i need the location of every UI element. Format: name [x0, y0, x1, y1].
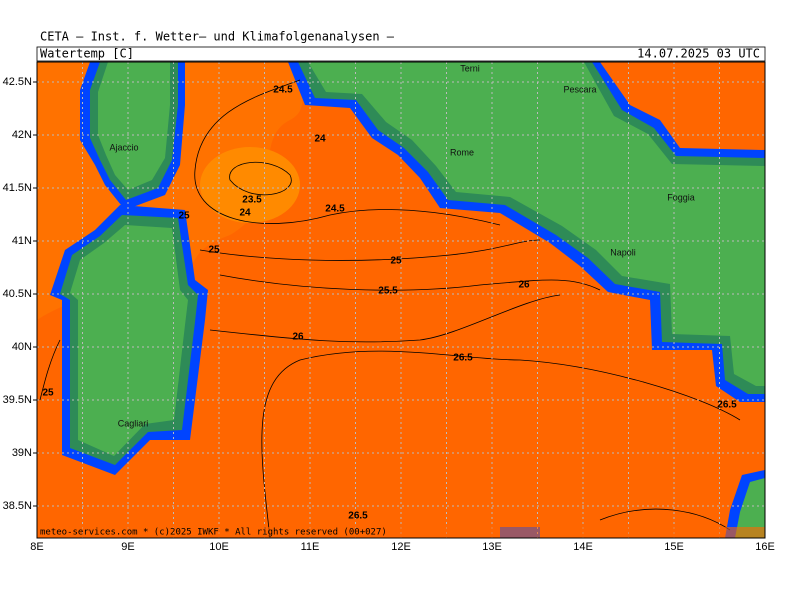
- contour-label: 25: [178, 211, 190, 222]
- contour-line: [39, 339, 61, 401]
- land: [735, 478, 765, 538]
- city-label: Napoli: [610, 247, 636, 257]
- contour-line: [219, 274, 601, 291]
- land: [70, 225, 188, 456]
- contour-line: [199, 239, 541, 261]
- lon-tick-label: 10E: [209, 541, 229, 553]
- lat-tick-label: 38.5N: [3, 500, 32, 512]
- variable-label: Watertemp [C]: [40, 47, 134, 61]
- lat-tick-label: 39N: [12, 447, 32, 459]
- lon-tick-label: 12E: [391, 541, 411, 553]
- lat-tick-label: 41N: [12, 235, 32, 247]
- contour-line: [229, 161, 292, 196]
- lat-tick-label: 42N: [12, 129, 32, 141]
- city-label: Cagliari: [118, 418, 149, 428]
- land: [98, 62, 170, 190]
- lat-tick-label: 42.5N: [3, 76, 32, 88]
- map-area: meteo-services.com * (c)2025 IWKF * All …: [37, 62, 765, 538]
- lon-tick-label: 9E: [121, 541, 134, 553]
- contour-label: 24.5: [273, 85, 293, 96]
- lon-tick-label: 11E: [301, 541, 320, 553]
- contour-label: 26: [518, 280, 530, 291]
- contour-label: 24: [314, 134, 326, 145]
- lon-tick-label: 14E: [573, 541, 593, 553]
- city-label: Ajaccio: [109, 142, 138, 152]
- footer-strip: [37, 527, 765, 538]
- contour-label: 24.5: [325, 204, 345, 215]
- contour-label: 25: [42, 388, 54, 399]
- city-label: Rome: [450, 147, 474, 157]
- lat-tick-label: 39.5N: [3, 394, 32, 406]
- contour-label: 26.5: [453, 353, 473, 364]
- city-label: Foggia: [667, 192, 695, 202]
- city-label: Terni: [460, 63, 480, 73]
- contour-label: 26.5: [717, 400, 737, 411]
- grid: [37, 62, 765, 538]
- lon-tick-label: 16E: [755, 541, 775, 553]
- contour-label: 23.5: [242, 195, 262, 206]
- contour-label: 26.5: [348, 511, 368, 522]
- contour-label: 26: [292, 332, 304, 343]
- lat-tick-label: 40.5N: [3, 288, 32, 300]
- contour-line: [261, 350, 741, 538]
- lat-tick-label: 40N: [12, 341, 32, 353]
- land: [308, 62, 765, 386]
- contour-label: 25: [390, 256, 402, 267]
- lon-tick-label: 15E: [664, 541, 684, 553]
- contour-line: [209, 294, 561, 343]
- header-title: CETA — Inst. f. Wetter— und Klimafolgena…: [40, 30, 395, 44]
- contour-label: 25: [208, 245, 220, 256]
- lon-tick-label: 13E: [482, 541, 502, 553]
- footer: meteo-services.com * (c)2025 IWKF * All …: [40, 528, 387, 538]
- contour-label: 24: [239, 208, 251, 219]
- city-label: Pescara: [563, 84, 596, 94]
- header-box: [36, 46, 766, 62]
- labels: 8E 9E 10E 11E 12E 13E 14E 15E 16E 42.5N 42N 41.5N 41…: [3, 63, 775, 553]
- contour-line: [194, 79, 501, 226]
- map-frame: [36, 61, 766, 539]
- contour-label: 25.5: [378, 286, 398, 297]
- valid-time: 14.07.2025 03 UTC: [637, 47, 760, 61]
- lat-tick-label: 41.5N: [3, 182, 32, 194]
- lon-tick-label: 8E: [30, 541, 43, 553]
